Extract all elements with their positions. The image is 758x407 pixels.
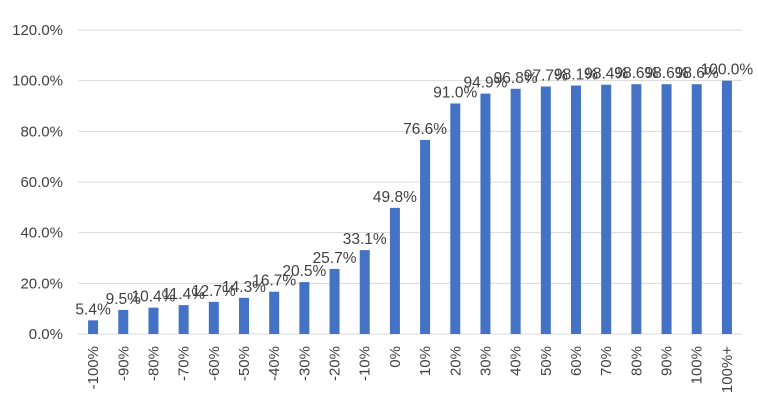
data-label: 94.9% (463, 75, 507, 92)
x-tick-label: 20% (447, 346, 464, 376)
bar (601, 84, 612, 334)
bar (661, 84, 672, 334)
y-tick-label: 120.0% (12, 22, 63, 39)
x-tick-label: 60% (568, 346, 585, 376)
data-label: 76.6% (403, 121, 447, 138)
bar (299, 282, 310, 334)
x-axis: -100% -90% -80% -70% -60% -50% -40% -30% -20% -10… (85, 346, 736, 393)
bar (389, 207, 400, 334)
bar (721, 80, 732, 335)
y-tick-label: 80.0% (20, 123, 63, 140)
data-label: 12.7% (192, 283, 236, 300)
bar (269, 291, 280, 334)
data-label: 5.4% (75, 301, 111, 318)
data-label: 14.3% (222, 279, 266, 296)
x-tick-label: 70% (598, 346, 615, 376)
bar (450, 103, 461, 334)
bar (691, 84, 702, 334)
bar (420, 139, 431, 334)
y-tick-label: 0.0% (29, 326, 63, 343)
x-tick-label: -40% (266, 346, 283, 381)
x-tick-label: 40% (508, 346, 525, 376)
data-label: 20.5% (282, 263, 326, 280)
x-tick-label: 100%+ (719, 346, 736, 393)
x-tick-label: -80% (145, 346, 162, 381)
x-tick-label: -10% (357, 346, 374, 381)
data-label: 100.0% (701, 62, 754, 79)
data-label: 33.1% (343, 231, 387, 248)
bar (571, 85, 581, 334)
data-labels: 5.4%9.5%10.4%11.4%12.7%14.3%16.7%20.5%25… (75, 62, 753, 319)
x-tick-label: 90% (659, 346, 676, 376)
data-label: 96.8% (494, 70, 538, 87)
data-label: 91.0% (433, 84, 477, 101)
bar (118, 309, 129, 334)
x-tick-label: -60% (206, 346, 223, 381)
x-tick-label: -70% (176, 346, 193, 381)
bar (359, 250, 370, 334)
x-tick-label: -20% (327, 346, 344, 381)
x-tick-label: 50% (538, 346, 555, 376)
y-tick-label: 40.0% (20, 225, 63, 242)
bar (480, 93, 491, 334)
data-label: 98.6% (675, 65, 719, 82)
bar (148, 307, 159, 334)
data-label: 9.5% (106, 291, 142, 308)
x-tick-label: 30% (477, 346, 494, 376)
data-label: 98.1% (554, 66, 598, 83)
gridlines (78, 29, 742, 335)
y-axis: 0.0% 20.0% 40.0% 60.0% 80.0% 100.0% 120.0% (12, 22, 63, 343)
data-label: 25.7% (313, 250, 357, 267)
x-tick-label: -90% (115, 346, 132, 381)
x-tick-label: 10% (417, 346, 434, 376)
x-tick-label: -100% (85, 346, 102, 389)
bar (88, 320, 99, 334)
bars (88, 80, 732, 335)
bar (540, 86, 551, 334)
x-tick-label: -50% (236, 346, 253, 381)
bar (178, 305, 189, 334)
data-label: 16.7% (252, 273, 296, 290)
data-label: 98.6% (614, 65, 658, 82)
data-label: 98.6% (645, 65, 689, 82)
bar (631, 84, 642, 334)
y-tick-label: 60.0% (20, 174, 63, 191)
bar (239, 297, 249, 334)
data-label: 98.4% (584, 66, 628, 83)
bar (329, 268, 340, 334)
bar (208, 301, 219, 334)
y-tick-label: 100.0% (12, 73, 63, 90)
x-tick-label: -30% (296, 346, 313, 381)
data-label: 10.4% (131, 289, 175, 306)
y-tick-label: 20.0% (20, 275, 63, 292)
x-tick-label: 0% (387, 346, 404, 368)
x-tick-label: 100% (689, 346, 706, 384)
bar (510, 88, 521, 334)
x-tick-label: 80% (628, 346, 645, 376)
data-label: 49.8% (373, 189, 417, 206)
data-label: 97.7% (524, 67, 568, 84)
data-label: 11.4% (162, 286, 205, 303)
